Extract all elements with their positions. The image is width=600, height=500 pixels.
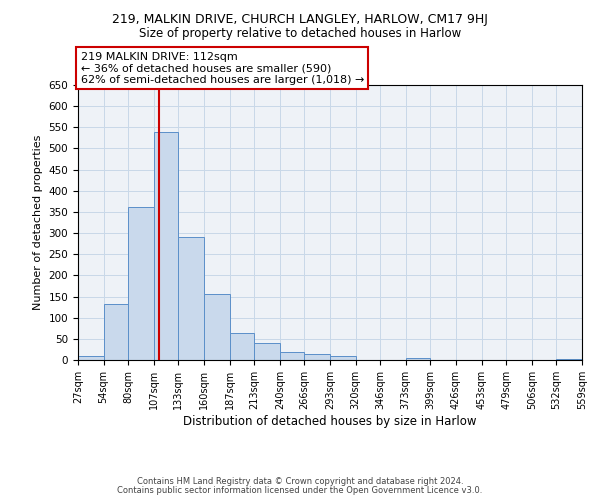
Bar: [254, 342, 280, 360]
Text: Contains HM Land Registry data © Crown copyright and database right 2024.: Contains HM Land Registry data © Crown c…: [137, 477, 463, 486]
Bar: [154, 132, 178, 360]
Bar: [178, 237, 204, 360]
Bar: [204, 294, 230, 360]
X-axis label: Distribution of detached houses by size in Harlow: Distribution of detached houses by size …: [183, 414, 477, 428]
Text: 219, MALKIN DRIVE, CHURCH LANGLEY, HARLOW, CM17 9HJ: 219, MALKIN DRIVE, CHURCH LANGLEY, HARLO…: [112, 12, 488, 26]
Bar: [128, 207, 154, 360]
Bar: [556, 358, 582, 360]
Text: Contains public sector information licensed under the Open Government Licence v3: Contains public sector information licen…: [118, 486, 482, 495]
Bar: [78, 356, 104, 360]
Bar: [230, 332, 254, 360]
Y-axis label: Number of detached properties: Number of detached properties: [33, 135, 43, 310]
Text: 219 MALKIN DRIVE: 112sqm
← 36% of detached houses are smaller (590)
62% of semi-: 219 MALKIN DRIVE: 112sqm ← 36% of detach…: [80, 52, 364, 85]
Bar: [304, 354, 330, 360]
Bar: [280, 352, 304, 360]
Text: Size of property relative to detached houses in Harlow: Size of property relative to detached ho…: [139, 28, 461, 40]
Bar: [406, 358, 430, 360]
Bar: [330, 356, 356, 360]
Bar: [104, 304, 128, 360]
